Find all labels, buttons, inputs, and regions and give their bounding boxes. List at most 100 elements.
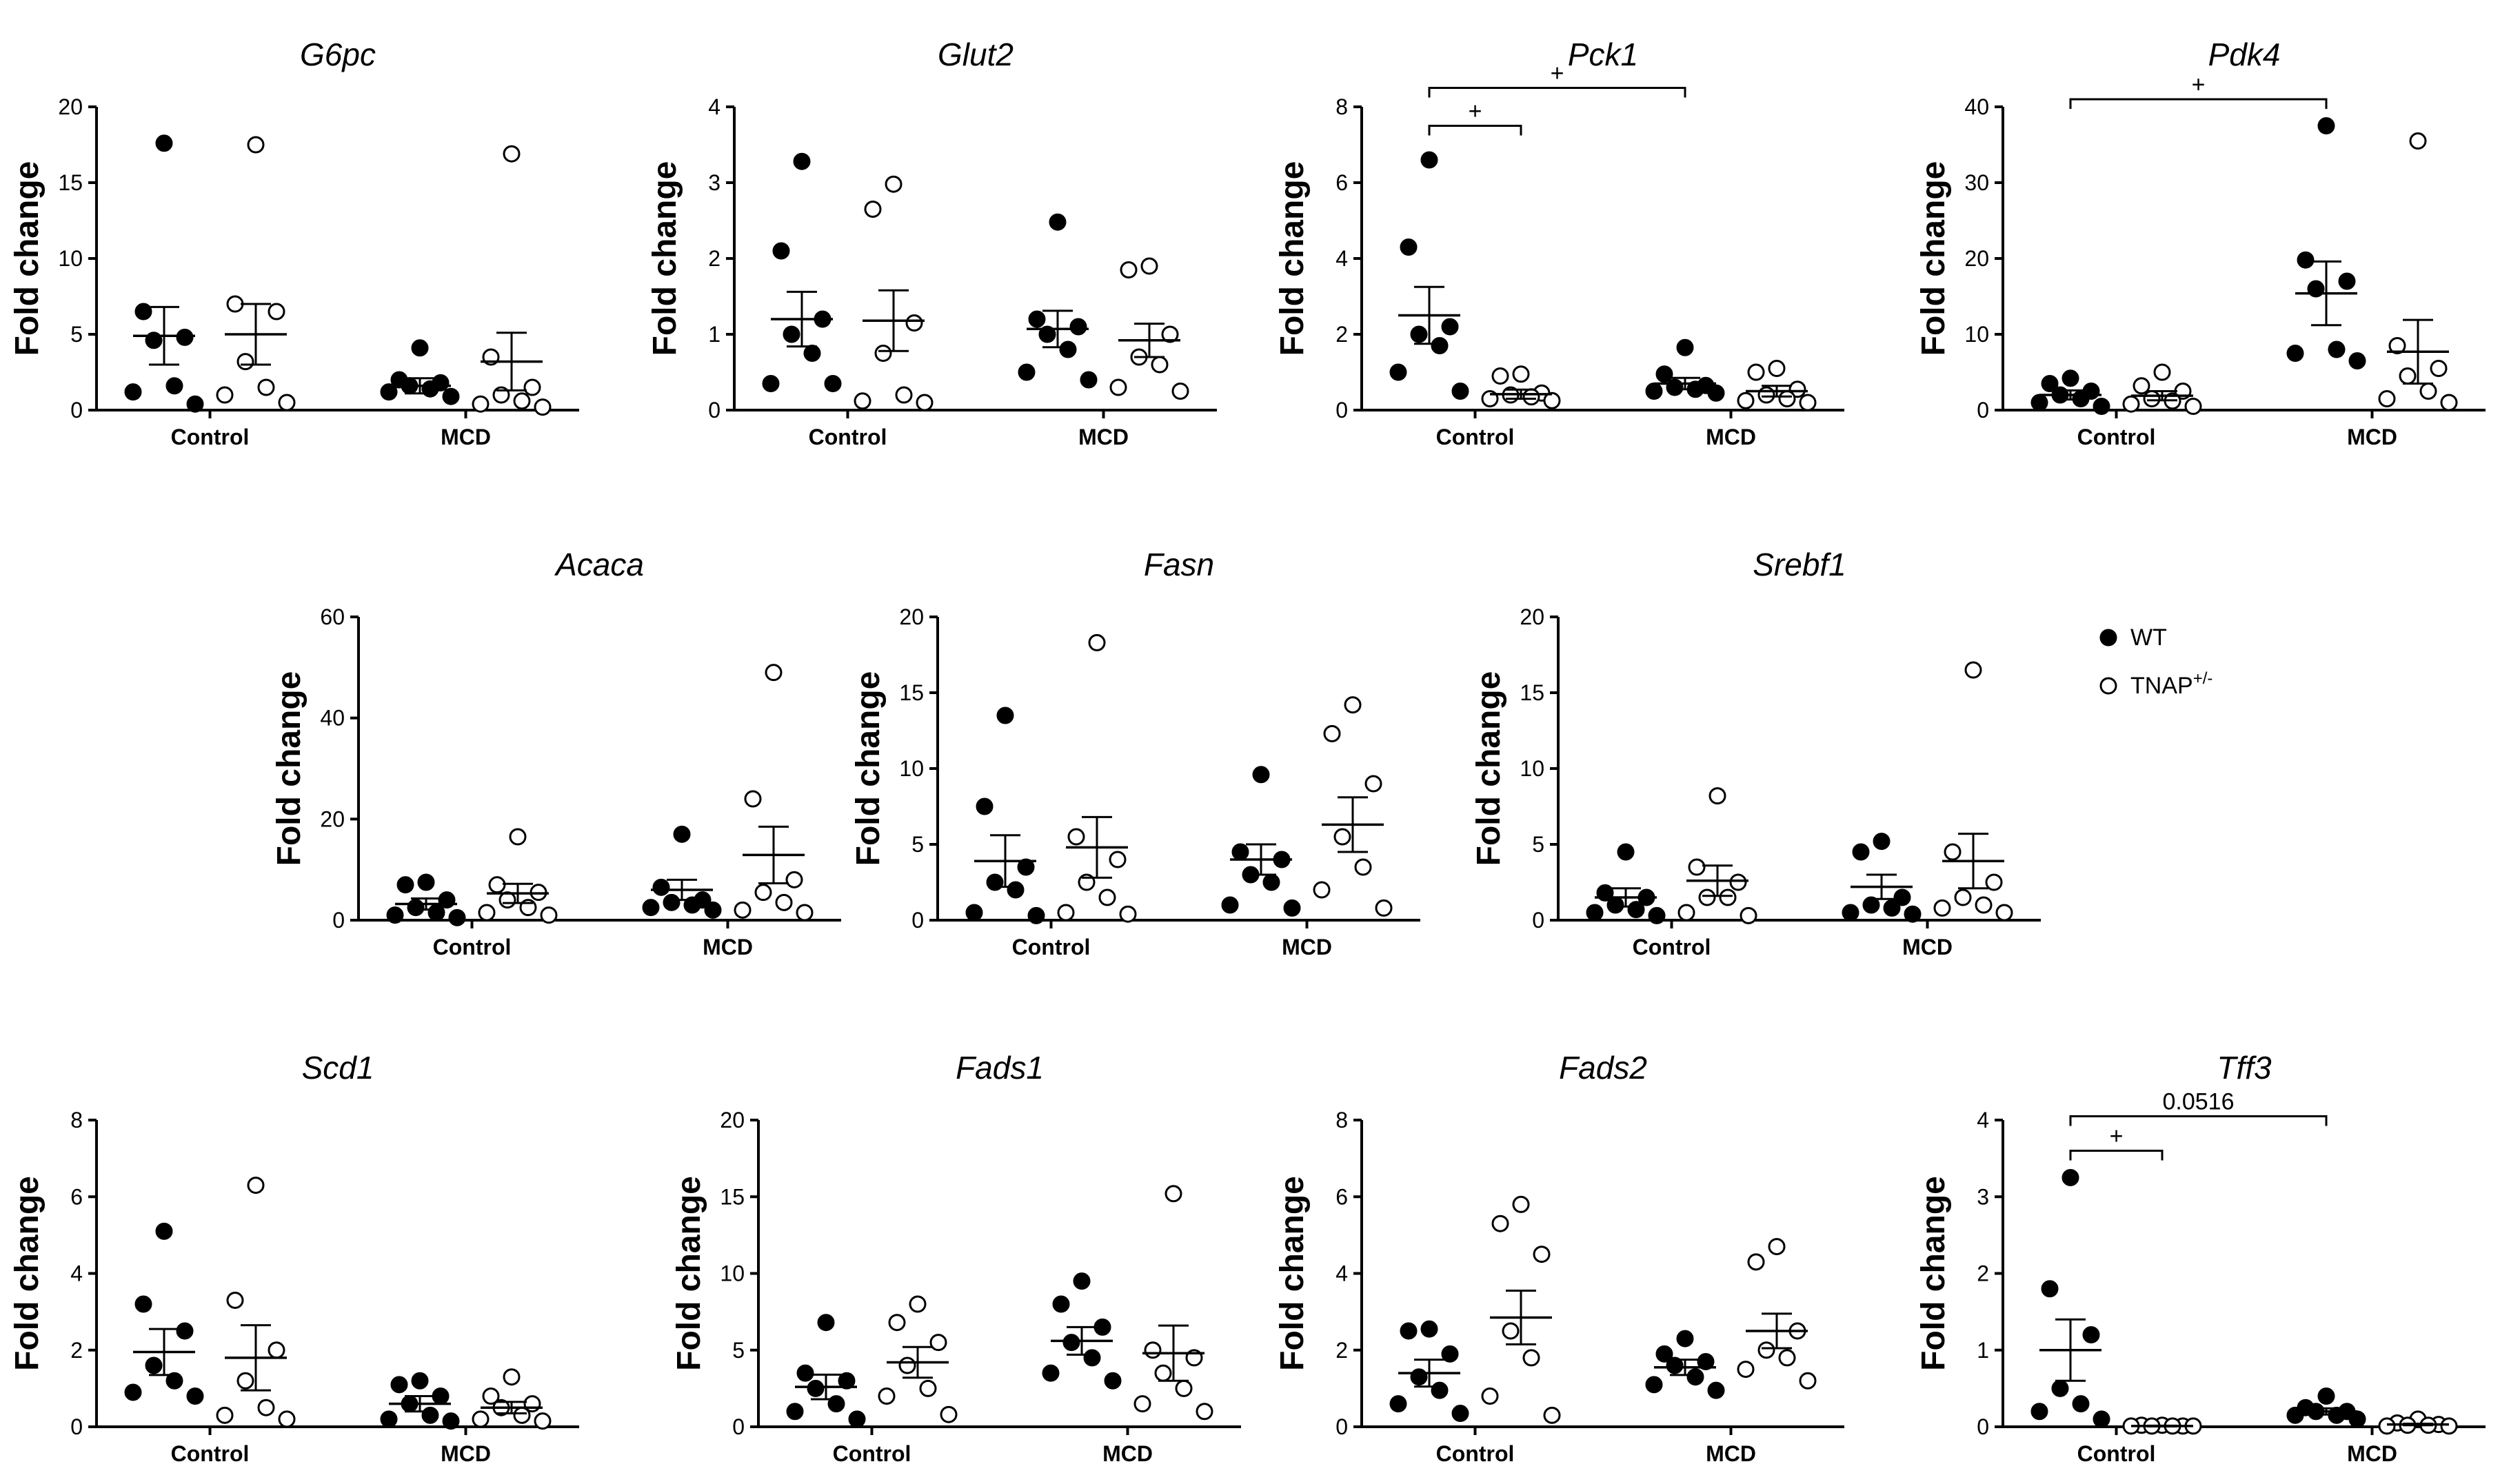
data-point [1028,310,1046,328]
data-point [1098,888,1116,906]
y-tick-label: 15 [1520,680,1544,705]
data-point [1093,1318,1111,1336]
data-point [503,1368,521,1386]
data-point [411,339,429,357]
data-point [1799,1372,1817,1390]
group-mcd-wt [1042,1272,1122,1390]
data-point [785,871,803,888]
data-point [2297,251,2315,269]
y-tick-label: 3 [708,170,720,195]
panel-fads2: Fads2 Fold change 0 2 4 6 8 Control MCD [1274,1050,1844,1466]
group-control-wt [2030,369,2110,415]
data-point [1688,858,1706,876]
data-point [1502,1322,1520,1340]
significance-bracket: + [2069,1124,2164,1161]
y-tick-label: 5 [70,322,83,347]
data-point [783,325,800,343]
y-tick-label: 4 [708,94,720,119]
data-point [1354,858,1372,876]
y-axis-label: Fold change [9,1176,46,1371]
data-point [1737,1361,1755,1379]
data-point [1262,873,1280,891]
data-point [523,378,541,396]
data-point [673,825,691,843]
data-point [1221,896,1239,914]
x-category-label: MCD [441,1441,491,1466]
data-point [1708,787,1726,805]
data-point [2184,398,2202,415]
group-control-tnap [878,1295,958,1423]
data-point [2153,363,2171,381]
data-point [1431,337,1449,354]
y-tick-label: 20 [58,94,83,119]
y-tick-label: 4 [1335,246,1348,271]
data-point [976,797,994,815]
data-point [1165,1185,1182,1203]
data-point [1645,1376,1663,1394]
group-control-tnap [1677,787,1757,924]
x-category-label: Control [2077,425,2156,449]
data-point [278,1410,296,1428]
group-mcd-tnap [1737,360,1817,411]
data-point [1893,888,1911,906]
data-point [2093,1410,2110,1428]
data-point [1729,873,1747,891]
data-point [878,1388,896,1405]
data-point [1586,904,1604,922]
data-point [2030,1403,2048,1421]
data-point [226,1291,244,1309]
data-point [247,1177,265,1195]
y-tick-label: 2 [708,246,720,271]
data-point [1491,1214,1509,1232]
y-tick-label: 4 [1335,1261,1348,1286]
data-point [534,398,552,416]
group-control-tnap [854,175,934,411]
data-point [2093,398,2110,415]
data-point [268,1341,285,1359]
data-point [1778,390,1796,407]
data-point [2440,394,2458,411]
y-tick-label: 10 [1520,756,1544,781]
data-point [1543,1406,1561,1424]
data-point [1512,1195,1530,1213]
data-point [1323,724,1341,742]
y-tick-label: 0 [1977,398,1989,423]
bracket-line [2069,1115,2328,1126]
data-point [1389,363,1407,381]
data-point [1313,881,1331,899]
panel-title: Acaca [554,547,644,582]
panel-tff3: Tff3 Fold change 0 1 2 3 4 Control MCD +0.0516 [1915,1050,2486,1466]
x-category-label: Control [1012,935,1091,959]
panel-title: Pdk4 [2208,37,2281,72]
data-point [1648,906,1666,924]
x-category-label: MCD [1706,425,1756,449]
data-point [885,175,903,193]
y-tick-label: 0 [708,398,720,423]
group-mcd-wt [1645,1330,1725,1399]
data-point [996,707,1014,724]
data-point [513,392,531,410]
data-point [1964,661,1982,679]
data-point [1038,325,1056,343]
data-point [1171,383,1189,400]
x-category-label: MCD [2347,425,2397,449]
group-mcd-tnap [472,1368,552,1430]
data-point [2062,369,2079,387]
y-tick-label: 30 [1964,170,1989,195]
y-axis-label: Fold change [1274,161,1311,356]
bracket-label: + [1469,99,1482,125]
data-point [1088,633,1106,651]
y-tick-label: 8 [1335,1108,1348,1132]
x-category-label: Control [1436,1441,1515,1466]
panel-scd1: Scd1 Fold change 0 2 4 6 8 Control MCD [9,1050,579,1466]
y-axis-label: Fold change [9,161,46,356]
data-point [1059,340,1077,358]
group-mcd-wt [642,825,722,919]
data-point [1676,338,1694,356]
data-point [503,145,521,163]
bracket-label: + [1551,61,1564,87]
y-tick-label: 15 [720,1184,745,1209]
data-point [509,828,527,846]
panel-glut2: Glut2 Fold change 0 1 2 3 4 Control MCD [647,37,1217,449]
data-point [278,394,296,411]
